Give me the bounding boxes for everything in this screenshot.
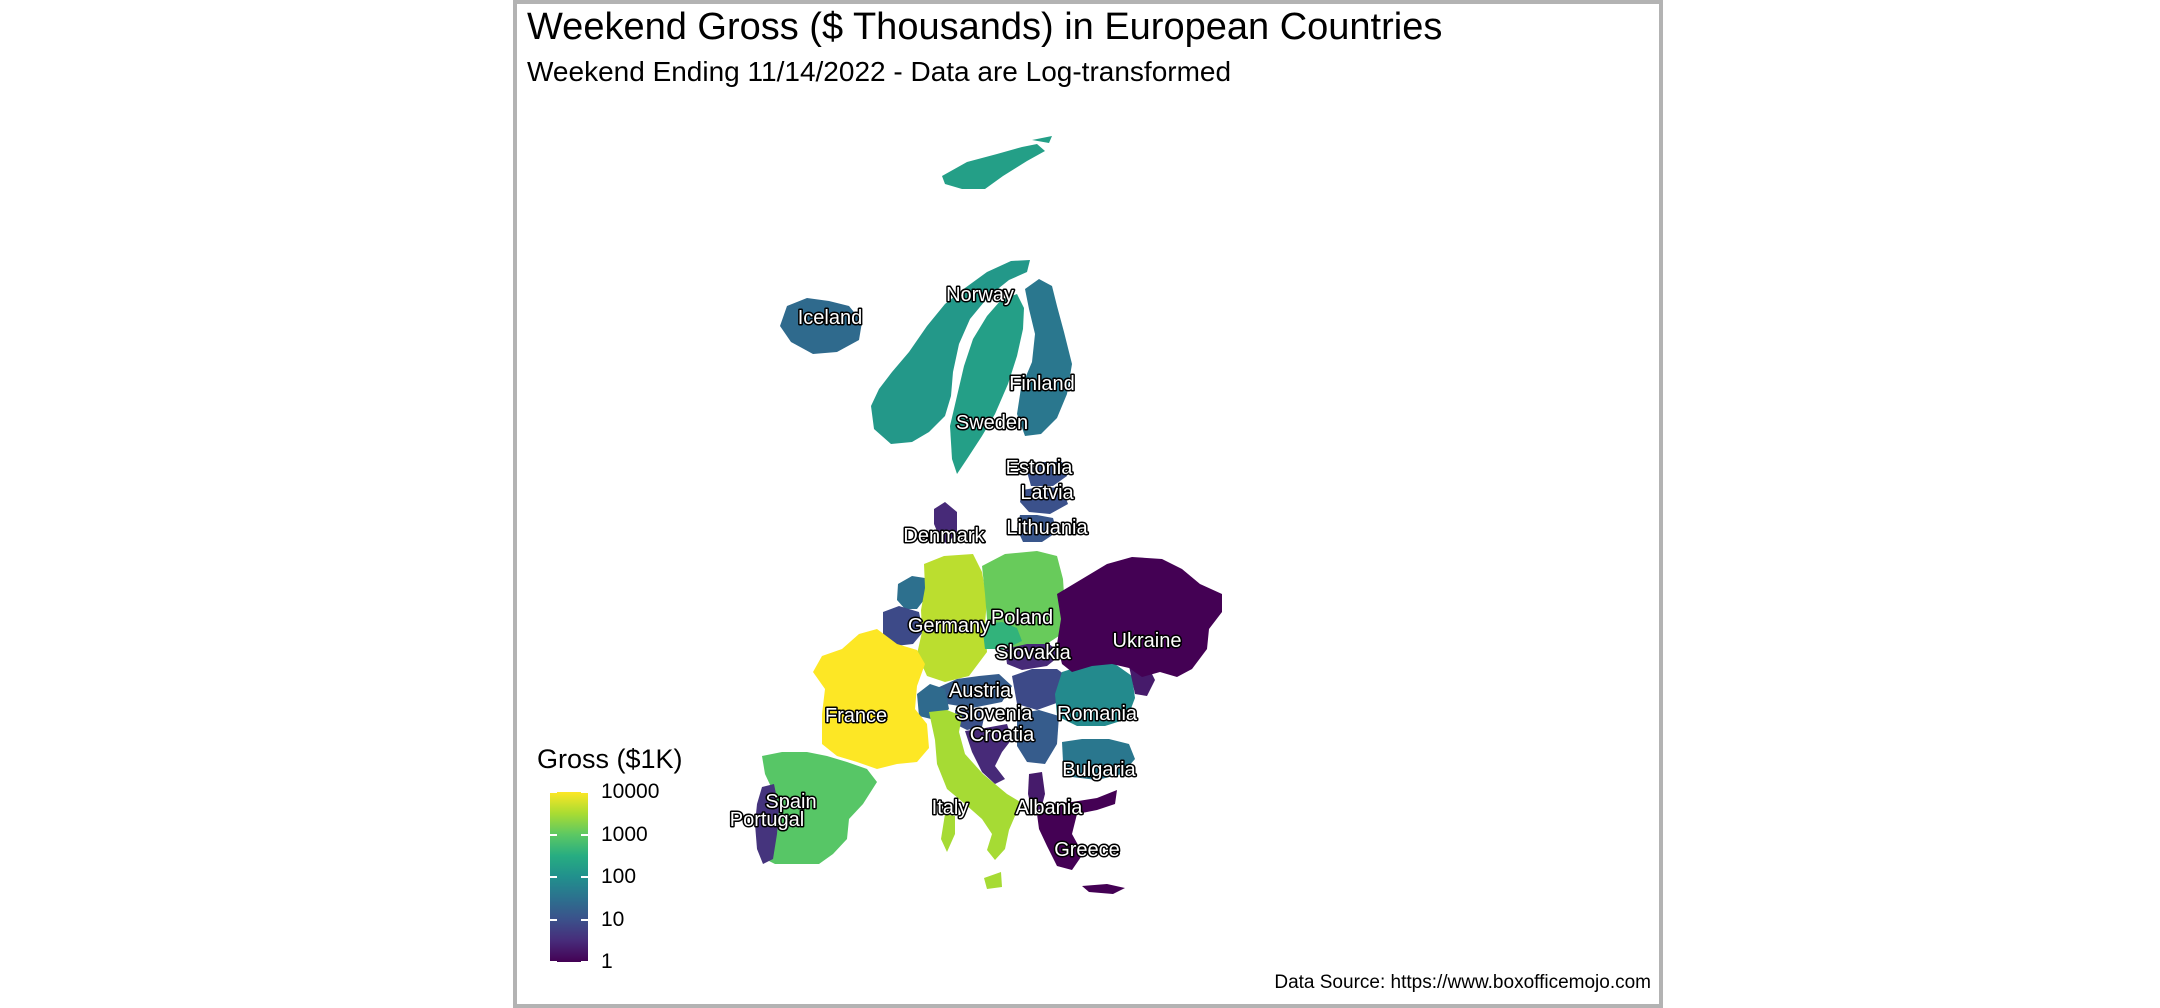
country-latvia (1020, 487, 1068, 514)
legend-tick-mark (581, 791, 588, 793)
legend-tick-label: 1 (601, 950, 613, 973)
country-spain (762, 752, 877, 864)
country-label-ukraine: Ukraine (1113, 630, 1182, 652)
legend-tick-label: 100 (601, 865, 637, 888)
country-label-portugal: Portugal (730, 809, 805, 831)
country-label-romania: Romania (1057, 703, 1138, 725)
country-label-latvia: Latvia (1020, 482, 1074, 504)
country-denmark (934, 502, 957, 544)
country-norway (871, 260, 1030, 444)
legend-tick-mark (550, 918, 557, 921)
country-finland (1017, 279, 1072, 436)
country-belgium (883, 606, 923, 646)
country-croatia (965, 724, 1012, 784)
country-label-austria: Austria (949, 680, 1012, 702)
country-serbia (1017, 710, 1059, 764)
country-label-spain: Spain (765, 791, 816, 813)
legend-title: Gross ($1K) (537, 744, 683, 774)
country-label-albania: Albania (1016, 797, 1084, 819)
map-subtitle: Weekend Ending 11/14/2022 - Data are Log… (527, 56, 1232, 87)
country-netherlands (897, 576, 927, 609)
legend-tick-mark (550, 791, 557, 793)
legend-tick-mark (581, 961, 588, 963)
country-iceland (780, 298, 862, 354)
country-label-italy: Italy (932, 797, 969, 819)
country-label-sweden: Sweden (956, 412, 1028, 434)
country-label-france: France (825, 705, 887, 727)
legend-tick-label: 1000 (601, 822, 648, 846)
legend-tick-label: 10000 (601, 780, 660, 803)
country-slovakia (1005, 644, 1062, 670)
country-greece (1037, 790, 1125, 894)
country-label-iceland: Iceland (798, 307, 863, 329)
country-lithuania (1017, 515, 1057, 542)
legend-tick-mark (550, 876, 557, 878)
data-source-caption: Data Source: https://www.boxofficemojo.c… (1274, 972, 1651, 993)
country-labels: Iceland Norway Finland Sweden Estonia Latvia L… (728, 283, 1183, 863)
country-estonia (1027, 462, 1067, 486)
figure-panel: Weekend Gross ($ Thousands) in European … (513, 0, 1663, 1008)
country-bulgaria (1062, 739, 1135, 780)
country-austria (937, 674, 1012, 708)
country-czechia (982, 622, 1022, 649)
country-label-slovenia: Slovenia (956, 703, 1034, 725)
legend-tick-mark (550, 961, 557, 963)
europe-choropleth-map: Iceland Norway Finland Sweden Estonia Latvia L… (728, 136, 1222, 894)
color-legend: Gross ($1K) 10000 1000 100 10 1 (537, 744, 737, 974)
country-ukraine (1057, 557, 1222, 677)
country-germany (917, 554, 987, 682)
country-label-bulgaria: Bulgaria (1062, 759, 1136, 781)
country-label-norway: Norway (946, 284, 1014, 306)
country-slovenia (955, 708, 985, 730)
country-label-lithuania: Lithuania (1006, 517, 1088, 539)
legend-tick-mark (581, 918, 588, 921)
country-label-denmark: Denmark (903, 525, 985, 547)
country-portugal (755, 784, 779, 864)
country-label-slovakia: Slovakia (995, 642, 1071, 664)
country-label-germany: Germany (908, 615, 990, 637)
legend-tick-mark (581, 833, 588, 836)
country-label-estonia: Estonia (1006, 457, 1074, 479)
country-label-poland: Poland (991, 607, 1053, 629)
country-label-croatia: Croatia (970, 724, 1035, 746)
country-france (813, 629, 929, 769)
country-italy (929, 710, 1027, 889)
legend-tick-mark (550, 833, 557, 836)
country-sweden (950, 294, 1024, 474)
country-label-finland: Finland (1009, 373, 1075, 395)
map-title: Weekend Gross ($ Thousands) in European … (527, 6, 1443, 48)
country-label-greece: Greece (1054, 839, 1120, 861)
country-albania (1028, 772, 1045, 812)
country-shapes (755, 136, 1222, 894)
country-romania (1055, 664, 1135, 726)
legend-tick-mark (581, 876, 588, 878)
country-svalbard (942, 136, 1052, 189)
legend-tick-label: 10 (601, 907, 625, 931)
